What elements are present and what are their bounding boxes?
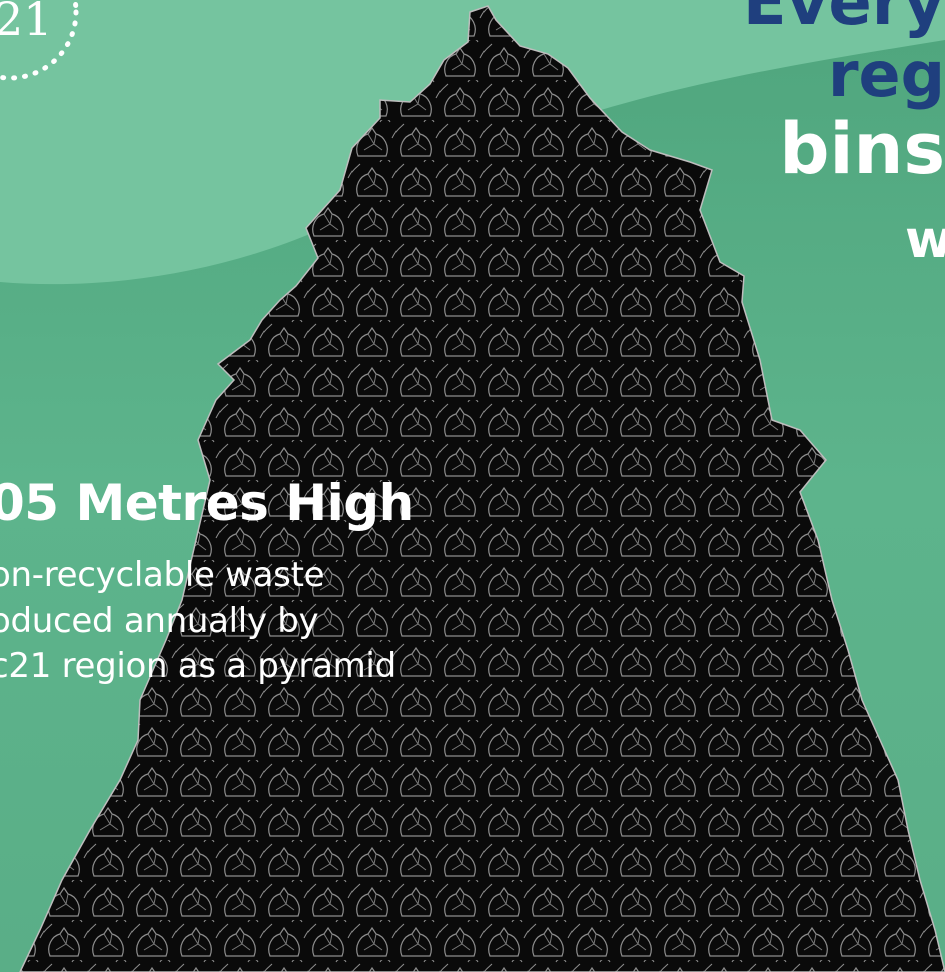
- stat-description-line-2: oduced annually by: [0, 601, 319, 641]
- headline-line-1: Every: [742, 0, 945, 40]
- stat-description-line-3: c21 region as a pyramid: [0, 646, 396, 686]
- headline-line-3: bins: [779, 108, 945, 190]
- headline-line-4: w: [904, 210, 945, 270]
- dotted-circle-logo-icon: [0, 0, 79, 81]
- garbage-bag-pyramid-icon: [19, 5, 945, 972]
- headline-line-2: reg: [827, 38, 945, 111]
- logo-text: 21: [0, 0, 53, 46]
- stat-description-line-1: on-recyclable waste: [0, 555, 325, 595]
- stat-title: 05 Metres High: [0, 474, 414, 532]
